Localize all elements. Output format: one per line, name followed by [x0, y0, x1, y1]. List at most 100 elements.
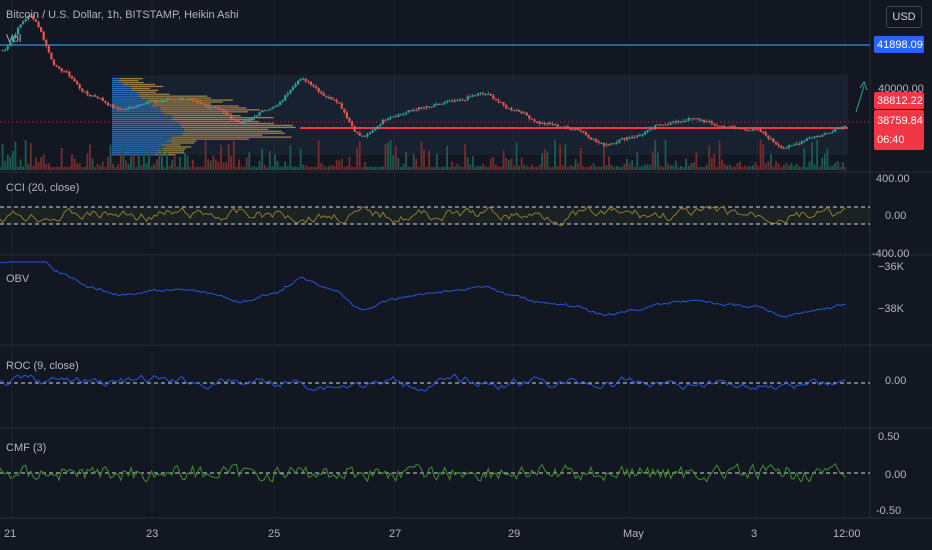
volume-bar	[716, 166, 718, 170]
candle-body	[505, 105, 508, 109]
candle-body	[816, 136, 819, 138]
candle-body	[19, 24, 22, 28]
candle-body	[456, 100, 459, 102]
candle-body	[494, 99, 498, 101]
candle-body	[29, 15, 32, 17]
volume-bar	[631, 160, 634, 170]
candle-body	[839, 128, 842, 130]
candle-body	[343, 108, 346, 113]
candle-body	[22, 21, 25, 25]
volume-bar	[510, 158, 513, 170]
cmf-line	[0, 462, 846, 483]
volume-label: Vol	[6, 33, 21, 45]
candle-body	[335, 99, 338, 103]
volume-bar	[32, 165, 35, 170]
candle-body	[258, 112, 261, 116]
candle-body	[548, 122, 552, 125]
volume-bar	[104, 166, 107, 170]
volume-bar	[667, 163, 670, 170]
candle-body	[322, 93, 325, 96]
volume-bar	[680, 165, 682, 170]
volume-profile-bar	[122, 81, 144, 84]
volume-bar	[438, 166, 441, 170]
volume-bar	[795, 163, 798, 170]
chart-title: Bitcoin / U.S. Dollar, 1h, BITSTAMP, Hei…	[6, 9, 239, 21]
volume-profile-bar	[112, 93, 140, 95]
cci-tick-minus400: -400.00	[872, 248, 909, 260]
cci-tick-0: 0.00	[885, 210, 906, 222]
candle-body	[702, 119, 706, 122]
candle-body	[235, 120, 238, 122]
volume-profile-bar	[138, 95, 208, 97]
volume-bar	[587, 166, 590, 170]
candle-body	[430, 106, 433, 108]
volume-bar	[361, 166, 364, 170]
volume-bar	[415, 158, 418, 170]
volume-bar	[844, 166, 847, 170]
candle-body	[232, 119, 235, 121]
volume-bar	[577, 163, 580, 170]
volume-bar	[723, 164, 726, 170]
candle-body	[250, 118, 253, 120]
candle-body	[214, 106, 217, 109]
candle-body	[314, 86, 318, 89]
volume-bar	[662, 166, 664, 170]
candle-body	[767, 135, 770, 139]
volume-bar	[626, 158, 628, 170]
volume-profile-bar	[112, 152, 159, 154]
volume-bar	[638, 166, 641, 170]
candle-body	[674, 120, 677, 123]
candle-body	[535, 121, 539, 123]
volume-bar	[158, 153, 161, 170]
volume-bar	[148, 147, 150, 170]
volume-profile-bar	[112, 130, 185, 132]
volume-bar	[425, 167, 428, 170]
candle-body	[225, 111, 228, 115]
volume-bar	[515, 142, 518, 170]
volume-bar	[232, 140, 235, 170]
volume-bar	[199, 166, 202, 170]
volume-bar	[243, 166, 246, 170]
obv-tick-36k: −36K	[878, 261, 905, 273]
candle-body	[805, 138, 808, 141]
candle-body	[669, 122, 672, 125]
volume-bar	[235, 166, 238, 170]
currency-button[interactable]: USD	[886, 6, 922, 28]
candle-body	[40, 27, 43, 32]
volume-bar	[831, 165, 834, 170]
candle-body	[738, 128, 742, 130]
candle-body	[78, 84, 81, 89]
volume-bar	[358, 141, 361, 170]
candle-body	[376, 126, 379, 130]
candle-body	[237, 120, 241, 123]
volume-bar	[744, 165, 747, 170]
candle-body	[371, 130, 374, 133]
volume-bar	[556, 165, 559, 170]
volume-bar	[351, 166, 353, 170]
volume-bar	[320, 163, 323, 170]
candle-body	[551, 124, 554, 126]
volume-bar	[811, 142, 813, 170]
volume-bar	[50, 166, 53, 170]
candle-body	[407, 110, 410, 113]
volume-bar	[736, 162, 739, 170]
candle-body	[461, 99, 464, 101]
volume-bar	[19, 159, 22, 170]
time-axis[interactable]: 21 23 25 27 29 May 3 12:00	[4, 528, 861, 540]
volume-bar	[166, 152, 168, 170]
volume-profile-bar	[112, 122, 180, 125]
volume-bar	[0, 166, 1, 170]
volume-bar	[312, 166, 315, 170]
candle-body	[284, 95, 287, 101]
candle-body	[502, 102, 505, 106]
volume-bar	[826, 148, 829, 170]
candle-body	[507, 108, 510, 110]
volume-bar	[579, 147, 582, 170]
candle-body	[374, 129, 377, 131]
volume-bar	[572, 166, 574, 170]
candle-body	[582, 130, 585, 133]
candle-body	[489, 93, 492, 96]
time-tick-may: May	[623, 528, 644, 540]
volume-bar	[297, 166, 299, 170]
